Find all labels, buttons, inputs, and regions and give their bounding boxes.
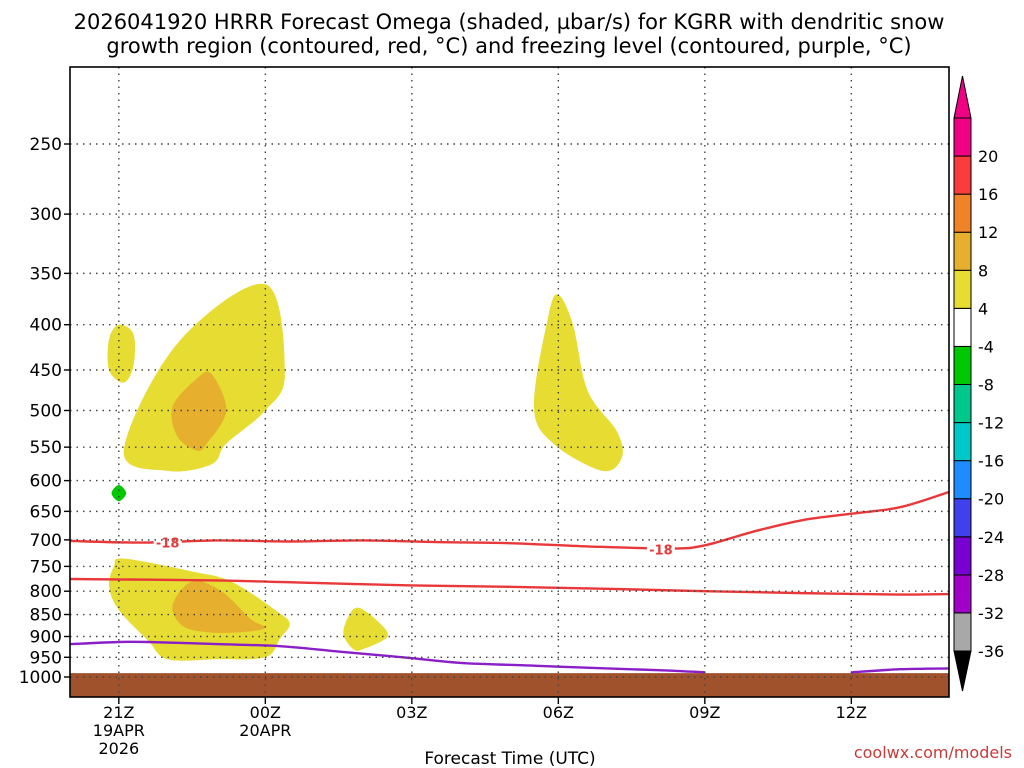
isotherm-label-bg bbox=[153, 534, 182, 551]
y-tick-label: 900 bbox=[30, 627, 62, 647]
y-tick-label: 850 bbox=[30, 606, 62, 626]
y-tick-label: 500 bbox=[30, 402, 62, 422]
y-tick-label: 450 bbox=[30, 361, 62, 381]
omega-area-7 bbox=[343, 607, 388, 651]
plot-area: -18 -18 bbox=[70, 283, 949, 697]
colorbar-swatch-2 bbox=[953, 536, 972, 576]
colorbar-swatch-12 bbox=[953, 155, 972, 195]
y-axis: 2503003504004505005506006507007508008509… bbox=[19, 135, 70, 688]
colorbar-swatch-8 bbox=[953, 307, 972, 347]
colorbar-label: 12 bbox=[978, 223, 998, 242]
colorbar-swatch-9 bbox=[953, 269, 972, 309]
omega-area-3 bbox=[111, 485, 127, 502]
colorbar-over-arrow bbox=[953, 75, 972, 119]
y-tick-label: 300 bbox=[30, 205, 62, 225]
x-tick-label: 00Z bbox=[250, 703, 281, 722]
colorbar-label: -24 bbox=[978, 528, 1004, 547]
colorbar-label: -12 bbox=[978, 414, 1004, 433]
chart-title-line1: 2026041920 HRRR Forecast Omega (shaded, … bbox=[74, 10, 945, 34]
colorbar-under-arrow bbox=[953, 650, 972, 692]
x-tick-label: 12Z bbox=[836, 703, 867, 722]
chart-title-line2: growth region (contoured, red, °C) and f… bbox=[106, 34, 911, 58]
colorbar-label: 16 bbox=[978, 185, 998, 204]
colorbar-swatch-6 bbox=[953, 384, 972, 424]
terrain-block bbox=[70, 673, 949, 697]
y-tick-label: 1000 bbox=[19, 668, 62, 688]
omega-area-6 bbox=[172, 580, 266, 633]
y-tick-label: 950 bbox=[30, 648, 62, 668]
isotherm-line-0 bbox=[70, 490, 949, 550]
colorbar-swatch-4 bbox=[953, 460, 972, 500]
colorbar-swatch-3 bbox=[953, 498, 972, 538]
x-tick-year: 2026 bbox=[98, 739, 139, 758]
isotherm-label: -18 bbox=[156, 537, 180, 552]
colorbar-swatch-5 bbox=[953, 422, 972, 462]
x-tick-label: 09Z bbox=[689, 703, 720, 722]
omega-area-0 bbox=[107, 324, 136, 383]
isotherm-label-bg bbox=[646, 541, 675, 558]
colorbar-label: -28 bbox=[978, 566, 1004, 585]
gridlines bbox=[70, 67, 949, 697]
y-tick-label: 400 bbox=[30, 316, 62, 336]
y-tick-label: 250 bbox=[30, 135, 62, 155]
x-tick-label: 03Z bbox=[396, 703, 427, 722]
omega-area-4 bbox=[533, 294, 623, 472]
colorbar-swatch-13 bbox=[953, 117, 972, 157]
colorbar-label: -32 bbox=[978, 604, 1004, 623]
colorbar-label: -16 bbox=[978, 452, 1004, 471]
colorbar-label: 20 bbox=[978, 147, 998, 166]
plot-frame bbox=[69, 66, 950, 698]
colorbar-label: -36 bbox=[978, 642, 1004, 661]
isotherm-line-2 bbox=[70, 640, 705, 674]
x-tick-date: 20APR bbox=[239, 721, 291, 740]
colorbar-label: -20 bbox=[978, 490, 1004, 509]
y-tick-label: 600 bbox=[30, 472, 62, 492]
isotherm-line-3 bbox=[851, 667, 949, 674]
colorbar-label: -8 bbox=[978, 376, 994, 395]
x-tick-label: 21Z bbox=[103, 703, 134, 722]
colorbar-label: 4 bbox=[978, 299, 988, 318]
colorbar-label: 8 bbox=[978, 261, 988, 280]
y-tick-label: 800 bbox=[30, 582, 62, 602]
isotherm-line-1 bbox=[70, 577, 949, 596]
omega-area-2 bbox=[171, 371, 227, 451]
plot-clip-group: -18 -18 bbox=[70, 283, 949, 697]
colorbar-label: -4 bbox=[978, 337, 994, 356]
y-tick-label: 750 bbox=[30, 557, 62, 577]
colorbar-swatch-10 bbox=[953, 231, 972, 271]
colorbar-swatch-11 bbox=[953, 193, 972, 233]
y-tick-label: 650 bbox=[30, 502, 62, 522]
colorbar-swatch-7 bbox=[953, 345, 972, 385]
y-tick-label: 700 bbox=[30, 531, 62, 551]
x-axis-label: Forecast Time (UTC) bbox=[424, 749, 595, 768]
colorbar-swatch-0 bbox=[953, 612, 972, 652]
colorbar: -36 -32 -28 -24 -20 -16 -12 -8 -4 4 8 12 16 20 bbox=[953, 75, 1004, 692]
x-tick-date: 19APR bbox=[93, 721, 145, 740]
x-tick-label: 06Z bbox=[543, 703, 574, 722]
isotherm-label: -18 bbox=[649, 544, 673, 559]
colorbar-swatch-1 bbox=[953, 574, 972, 614]
y-tick-label: 550 bbox=[30, 438, 62, 458]
credit-text: coolwx.com/models bbox=[854, 743, 1012, 762]
y-tick-label: 350 bbox=[30, 264, 62, 284]
